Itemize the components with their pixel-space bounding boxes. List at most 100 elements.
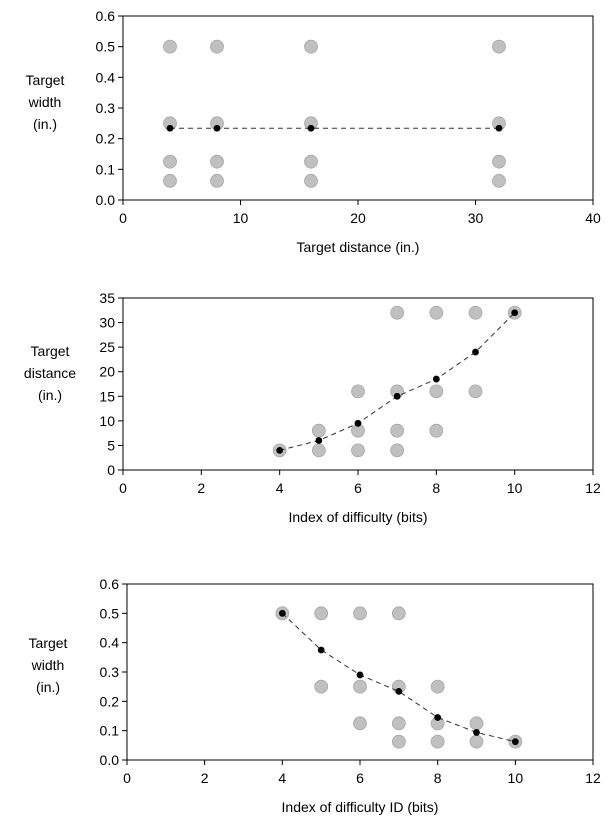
x-tick-label: 6 xyxy=(356,770,364,786)
data-point-mean xyxy=(315,437,323,444)
data-point-gray xyxy=(430,679,445,694)
data-point-mean xyxy=(307,124,315,132)
data-point-mean xyxy=(317,646,325,654)
x-tick-label: 10 xyxy=(507,480,523,496)
data-point-mean xyxy=(472,348,479,356)
y-axis-label-line: (in.) xyxy=(38,387,62,403)
data-point-gray xyxy=(314,679,329,694)
y-axis-label: Target distance (in.) xyxy=(24,343,76,403)
x-axis-label: Target distance (in.) xyxy=(297,239,420,255)
x-axis-label: Index of difficulty ID (bits) xyxy=(282,799,439,815)
data-point-mean xyxy=(276,446,284,454)
y-tick-label: 0.4 xyxy=(96,69,116,85)
x-tick-label: 8 xyxy=(434,770,442,786)
y-axis-label-line: width xyxy=(31,657,65,673)
data-point-gray xyxy=(492,154,506,169)
data-point-gray xyxy=(469,716,484,731)
data-point-mean xyxy=(473,729,480,736)
y-tick-label: 0.6 xyxy=(96,8,116,24)
y-tick-label: 0.1 xyxy=(96,161,116,177)
plot-frame xyxy=(122,15,594,201)
y-tick-label: 0.2 xyxy=(96,131,116,147)
data-point-gray xyxy=(353,679,367,694)
data-point-gray xyxy=(429,384,444,399)
x-tick-label: 8 xyxy=(432,480,440,496)
y-axis-label: Target width (in.) xyxy=(26,72,65,132)
x-tick-label: 12 xyxy=(585,480,601,496)
y-axis-label-line: Target xyxy=(29,635,68,651)
data-point-mean xyxy=(356,671,364,679)
data-point-gray xyxy=(304,154,318,169)
data-point-gray xyxy=(311,443,326,458)
data-point-gray xyxy=(351,443,365,458)
chart-1: 0.0 0.1 0.2 0.3 0.4 0.5 0.6 0 10 20 30 40 Target dis… xyxy=(26,8,601,255)
y-tick-label: 0.1 xyxy=(100,723,120,739)
data-point-mean xyxy=(213,124,221,132)
data-point-gray xyxy=(353,606,367,621)
data-point-gray xyxy=(210,173,224,188)
x-tick-label: 4 xyxy=(276,480,284,496)
data-point-gray xyxy=(390,423,405,438)
y-tick-label: 0.3 xyxy=(96,100,116,116)
y-tick-label: 0.0 xyxy=(100,752,120,768)
y-tick-label: 25 xyxy=(99,339,115,355)
data-point-mean xyxy=(278,609,286,617)
y-tick-label: 15 xyxy=(99,388,115,404)
data-point-gray xyxy=(304,39,318,54)
x-tick-label: 0 xyxy=(119,480,127,496)
x-tick-label: 10 xyxy=(233,210,249,226)
x-tick-label: 30 xyxy=(468,210,484,226)
data-point-mean xyxy=(434,714,442,721)
data-point-gray xyxy=(304,173,318,188)
y-tick-label: 20 xyxy=(99,364,115,380)
data-point-gray xyxy=(468,384,483,399)
data-point-gray xyxy=(353,716,367,731)
y-axis-label-line: distance xyxy=(24,365,76,381)
x-tick-label: 2 xyxy=(197,480,205,496)
data-point-mean xyxy=(354,419,362,427)
y-tick-label: 0.2 xyxy=(100,693,120,709)
data-point-mean xyxy=(432,375,440,383)
x-tick-label: 0 xyxy=(123,770,131,786)
data-point-gray xyxy=(210,154,224,169)
y-tick-label: 0.5 xyxy=(100,605,120,621)
data-point-gray xyxy=(492,173,506,188)
y-axis-label-line: (in.) xyxy=(33,116,57,132)
x-tick-label: 6 xyxy=(354,480,362,496)
x-tick-label: 10 xyxy=(508,770,524,786)
data-point-gray xyxy=(391,734,406,749)
data-point-mean xyxy=(511,309,519,317)
y-tick-label: 30 xyxy=(99,315,115,331)
data-point-mean xyxy=(495,124,503,132)
y-tick-label: 0.3 xyxy=(100,664,120,680)
chart-3: 0.0 0.1 0.2 0.3 0.4 0.5 0.6 0 2 4 6 8 10 12 Index of d… xyxy=(29,576,601,815)
y-tick-label: 35 xyxy=(99,290,115,306)
y-tick-label: 0.0 xyxy=(96,192,116,208)
data-point-mean xyxy=(395,687,403,695)
x-tick-label: 0 xyxy=(119,210,127,226)
y-axis-label-line: width xyxy=(28,94,62,110)
data-point-gray xyxy=(429,305,444,320)
y-axis-label-line: (in.) xyxy=(36,679,60,695)
y-tick-label: 0.5 xyxy=(96,39,116,55)
data-point-gray xyxy=(351,384,365,399)
data-point-gray xyxy=(163,154,177,169)
data-point-gray xyxy=(430,734,445,749)
data-point-mean xyxy=(511,738,519,746)
data-point-gray xyxy=(163,39,177,54)
y-axis-label: Target width (in.) xyxy=(29,635,68,695)
x-tick-label: 40 xyxy=(585,210,601,226)
data-point-mean xyxy=(393,392,401,400)
x-axis-label: Index of difficulty (bits) xyxy=(288,509,427,525)
data-point-gray xyxy=(391,606,406,621)
data-point-mean xyxy=(166,124,174,132)
data-point-gray xyxy=(210,39,224,54)
data-point-gray xyxy=(391,716,406,731)
y-tick-label: 0.6 xyxy=(100,576,120,592)
data-point-gray xyxy=(314,606,329,621)
x-tick-label: 12 xyxy=(585,770,601,786)
y-tick-label: 0.4 xyxy=(100,635,120,651)
chart-2: 0 5 10 15 20 25 30 35 0 2 4 6 8 10 12 Index of difficul… xyxy=(24,290,601,525)
data-point-gray xyxy=(492,39,506,54)
